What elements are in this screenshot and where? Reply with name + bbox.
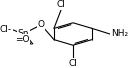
- Text: =O: =O: [15, 35, 29, 44]
- Text: Cl-: Cl-: [0, 25, 12, 34]
- Text: Cl: Cl: [57, 0, 65, 9]
- Text: Cl: Cl: [68, 59, 77, 68]
- Text: O: O: [38, 20, 45, 29]
- Text: NH₂: NH₂: [111, 30, 128, 38]
- Text: Sn: Sn: [17, 30, 29, 38]
